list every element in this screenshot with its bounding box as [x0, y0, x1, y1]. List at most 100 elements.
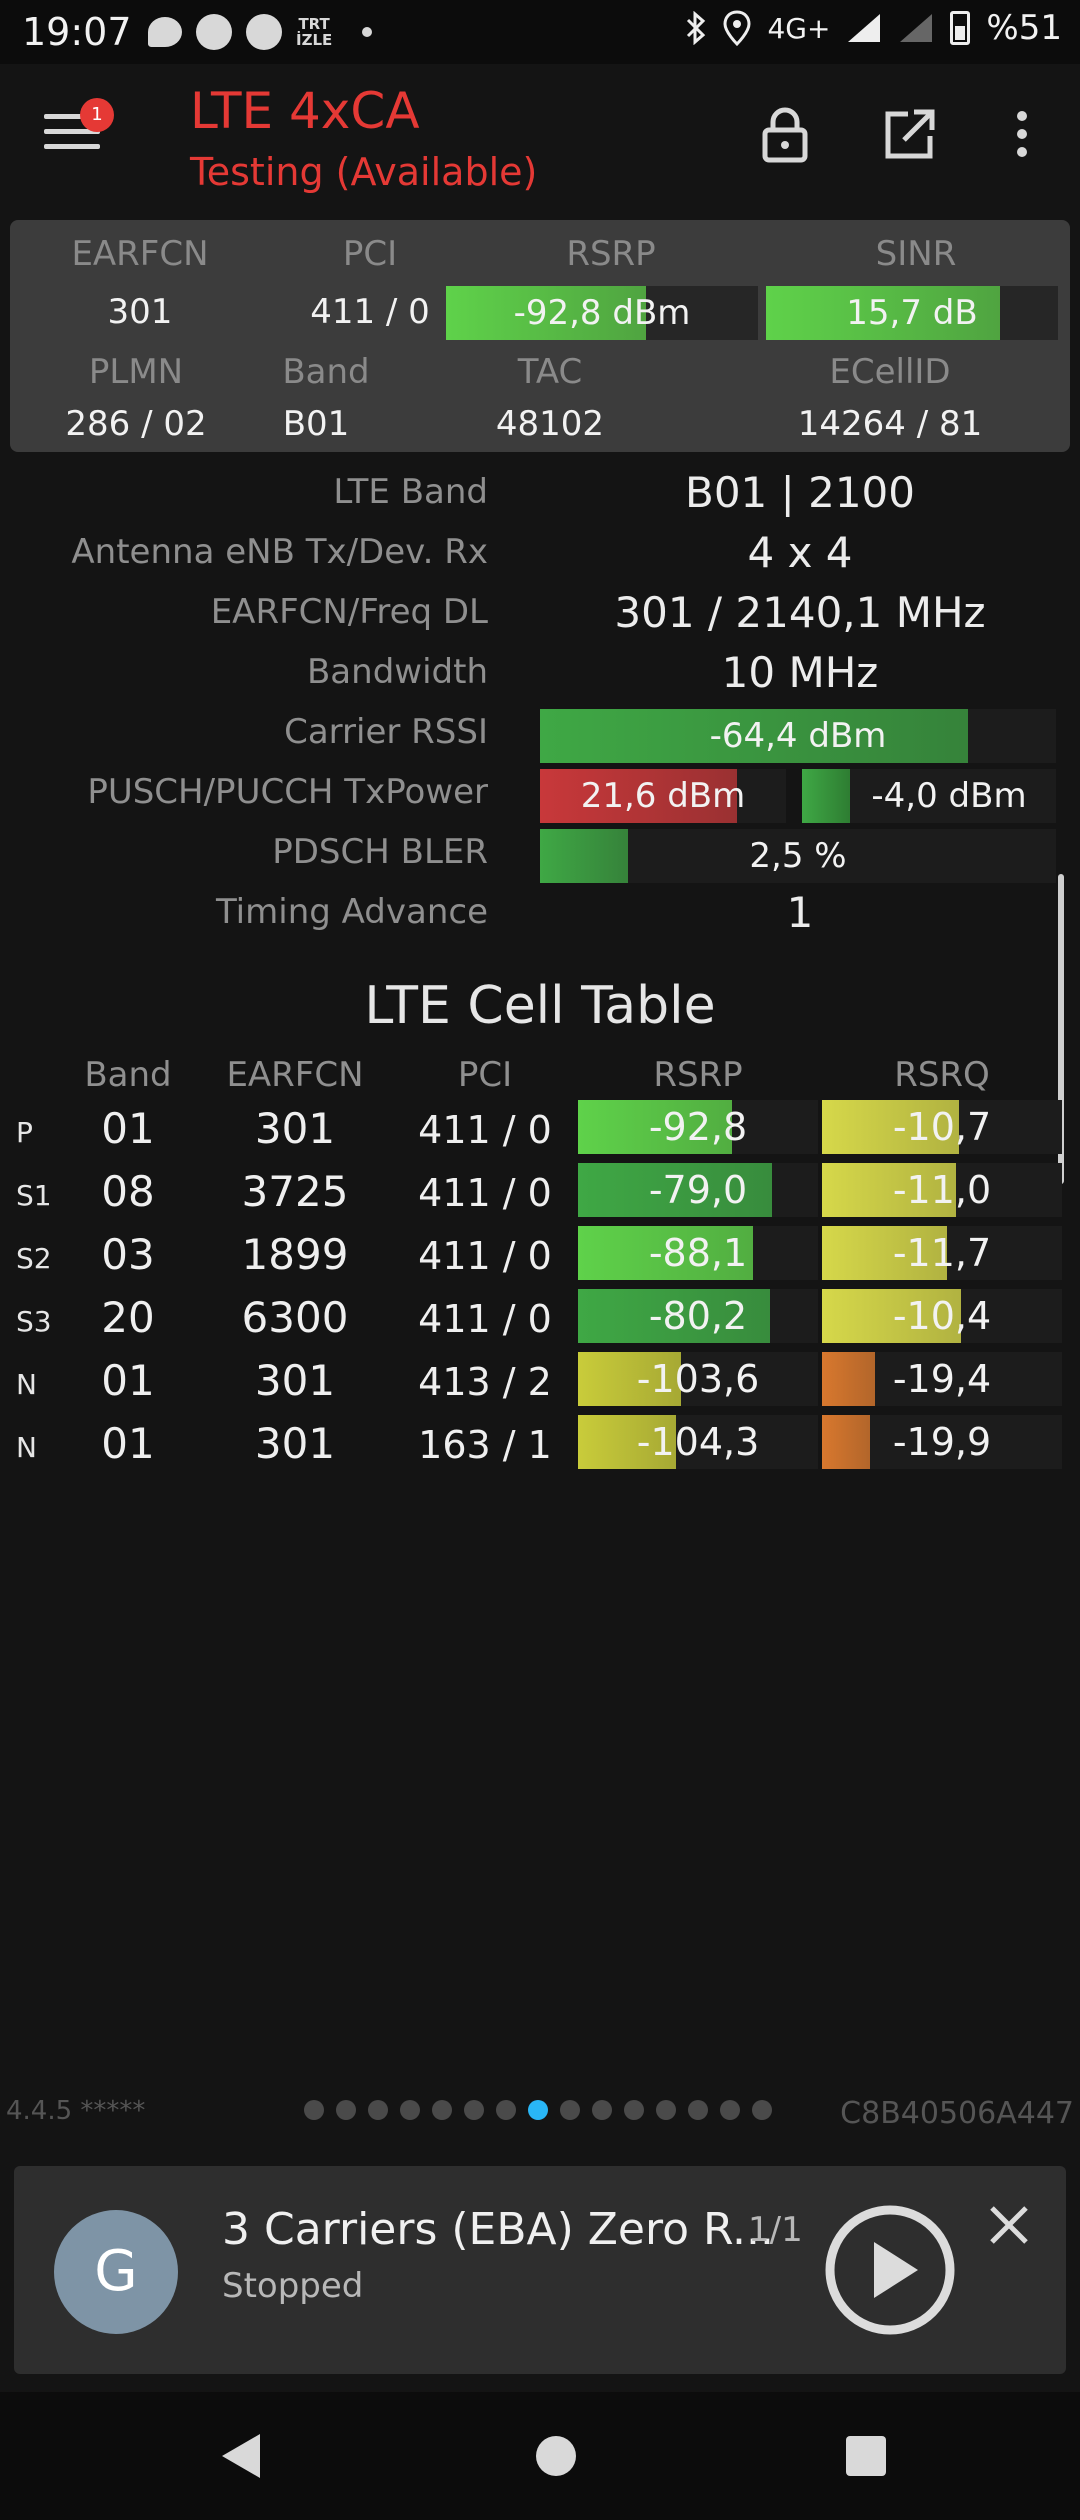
more-notifications-icon: [362, 27, 373, 37]
cell-band: 03: [101, 1230, 155, 1279]
cell-rsrp-bar: -92,8: [578, 1100, 818, 1154]
serving-cell-summary: EARFCN PCI RSRP SINR 301 411 / 0 -92,8 d…: [10, 220, 1070, 452]
bluetooth-icon: [687, 11, 706, 45]
timing-advance-value: 1: [786, 888, 814, 937]
cell-rsrq-bar: -10,7: [822, 1100, 1062, 1154]
back-icon[interactable]: [218, 2432, 264, 2480]
pusch-power-bar: 21,6 dBm: [540, 769, 786, 823]
cell-earfcn: 301: [254, 1104, 336, 1153]
cell-rsrq-bar-fill: [822, 1226, 947, 1280]
signal-icon: [848, 14, 881, 42]
page-dot[interactable]: [400, 2100, 420, 2120]
trt-izle-icon: TRT İZLE: [296, 16, 332, 48]
battery-level: %51: [986, 8, 1062, 48]
cell-rsrp-bar-fill: [578, 1352, 682, 1406]
page-dot[interactable]: [432, 2100, 452, 2120]
page-dot[interactable]: [528, 2100, 548, 2120]
play-icon[interactable]: [824, 2204, 956, 2336]
home-icon[interactable]: [536, 2436, 576, 2476]
close-icon[interactable]: [984, 2200, 1034, 2250]
tac-label: TAC: [517, 352, 583, 392]
page-dot[interactable]: [336, 2100, 356, 2120]
cell-earfcn: 301: [254, 1356, 336, 1405]
cell-rsrq-value: -10,4: [892, 1294, 992, 1338]
app-version: 4.4.5 *****: [6, 2096, 146, 2126]
bler-value: 2,5 %: [749, 836, 847, 876]
open-external-icon[interactable]: [880, 104, 940, 164]
timing-advance-label: Timing Advance: [215, 892, 488, 932]
ecellid-label: ECellID: [829, 352, 951, 392]
cell-rsrp-value: -92,8: [648, 1105, 748, 1149]
sinr-bar-fill: [766, 286, 1000, 340]
tac-value: 48102: [495, 404, 605, 444]
earfcn-value: 301: [107, 292, 173, 332]
page-dot[interactable]: [624, 2100, 644, 2120]
cell-rsrq-value: -19,9: [892, 1420, 992, 1464]
rsrp-label: RSRP: [566, 234, 656, 274]
page-dot[interactable]: [688, 2100, 708, 2120]
bler-bar-fill: [540, 829, 628, 883]
sinr-value: 15,7 dB: [846, 293, 978, 333]
plmn-value: 286 / 02: [65, 404, 207, 444]
cell-rsrq-bar: -11,0: [822, 1163, 1062, 1217]
page-dot[interactable]: [368, 2100, 388, 2120]
notification-icons: TRT İZLE: [148, 14, 373, 50]
carrier-rssi-bar-fill: [540, 709, 969, 763]
menu-icon[interactable]: [44, 114, 100, 154]
cell-band: 20: [101, 1293, 155, 1342]
cell-band: 01: [101, 1104, 155, 1153]
antenna-value: 4 x 4: [747, 528, 853, 577]
recent-apps-icon[interactable]: [846, 2436, 886, 2476]
notification-badge: 1: [80, 98, 114, 132]
page-dot[interactable]: [304, 2100, 324, 2120]
pucch-power-bar: -4,0 dBm: [802, 769, 1056, 823]
lte-band-label: LTE Band: [333, 472, 488, 512]
cell-rsrp-value: -103,6: [636, 1357, 760, 1401]
status-bar: 19:07 TRT İZLE 4G+ %51: [0, 0, 1080, 64]
pusch-power-bar-fill: [540, 769, 737, 823]
cell-rsrq-value: -10,7: [892, 1105, 992, 1149]
bler-label: PDSCH BLER: [272, 832, 488, 872]
earfcn-freq-value: 301 / 2140,1 MHz: [614, 588, 986, 637]
pci-label: PCI: [342, 234, 398, 274]
cell-type: P: [16, 1116, 33, 1149]
page-dot[interactable]: [496, 2100, 516, 2120]
cell-rsrq-bar: -11,7: [822, 1226, 1062, 1280]
test-player-card[interactable]: G 3 Carriers (EBA) Zero R... 1/1 Stopped: [14, 2166, 1066, 2374]
rsrp-value: -92,8 dBm: [513, 293, 691, 333]
signal-icon-2: [900, 14, 933, 42]
lock-icon[interactable]: [755, 104, 815, 164]
test-script-title: 3 Carriers (EBA) Zero R...: [222, 2204, 774, 2255]
cell-rsrq-bar-fill: [822, 1415, 870, 1469]
chat-icon: [148, 17, 182, 47]
col-header-pci: PCI: [457, 1055, 513, 1095]
cell-earfcn: 6300: [241, 1293, 349, 1342]
cell-rsrq-bar: -10,4: [822, 1289, 1062, 1343]
cell-rsrq-bar-fill: [822, 1163, 957, 1217]
cell-rsrp-bar-fill: [578, 1289, 770, 1343]
izle-label: İZLE: [296, 31, 333, 49]
cell-type: S2: [16, 1242, 52, 1275]
cell-table-title: LTE Cell Table: [364, 976, 716, 1036]
page-dot[interactable]: [720, 2100, 740, 2120]
device-id: C8B40506A447: [840, 2096, 1074, 2131]
cell-rsrq-value: -19,4: [892, 1357, 992, 1401]
more-options-icon[interactable]: [992, 104, 1052, 164]
carrier-rssi-bar: -64,4 dBm: [540, 709, 1056, 763]
location-icon: [723, 10, 751, 46]
rsrp-bar: -92,8 dBm: [446, 286, 758, 340]
cell-rsrp-value: -80,2: [648, 1294, 748, 1338]
page-dot[interactable]: [656, 2100, 676, 2120]
cell-rsrp-bar: -79,0: [578, 1163, 818, 1217]
battery-icon: [950, 11, 971, 45]
page-dot[interactable]: [560, 2100, 580, 2120]
col-header-earfcn: EARFCN: [226, 1055, 364, 1095]
cell-rsrp-bar-fill: [578, 1163, 773, 1217]
cell-rsrq-bar-fill: [822, 1352, 875, 1406]
scrollbar[interactable]: [1058, 874, 1064, 1184]
page-indicator[interactable]: [304, 2100, 772, 2120]
page-dot[interactable]: [592, 2100, 612, 2120]
status-time: 19:07: [22, 10, 132, 54]
page-dot[interactable]: [752, 2100, 772, 2120]
page-dot[interactable]: [464, 2100, 484, 2120]
